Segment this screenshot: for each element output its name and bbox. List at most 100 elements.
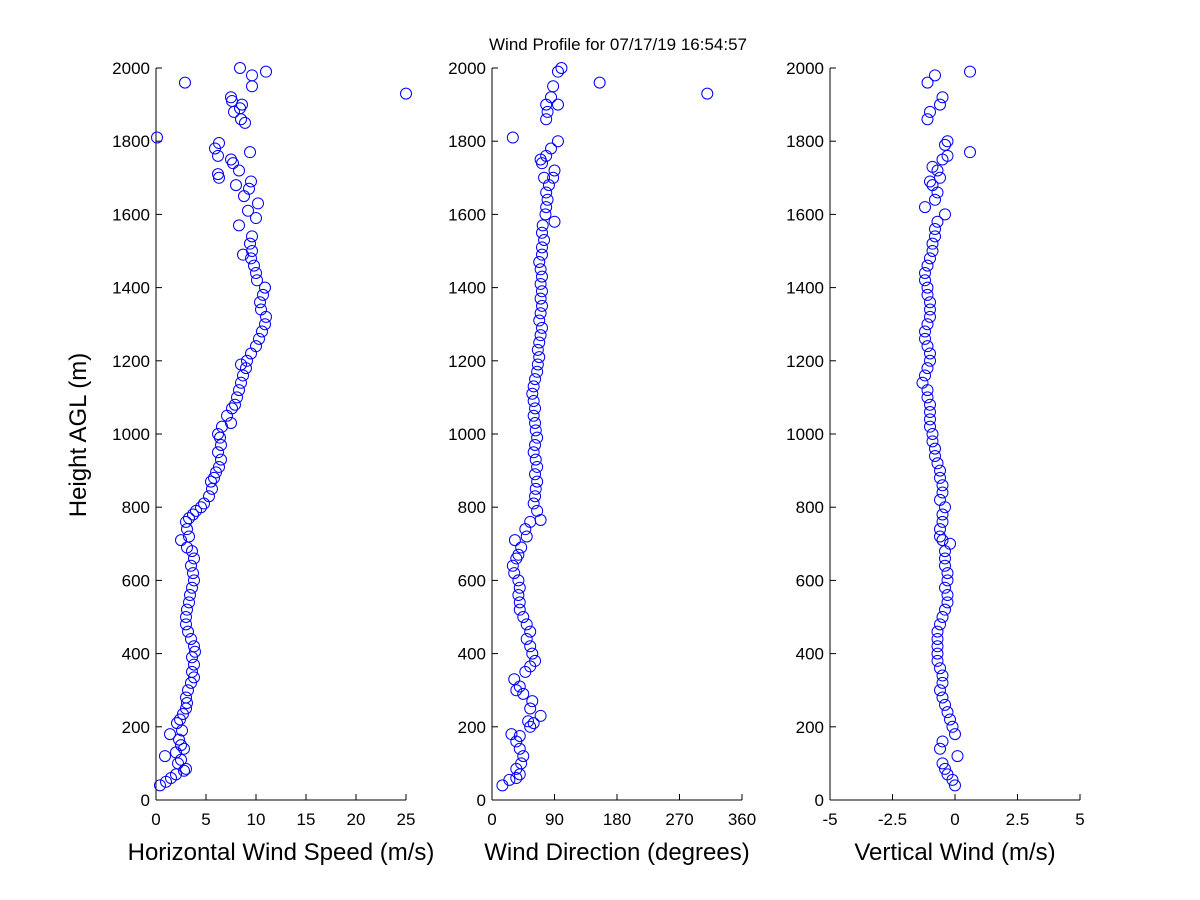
data-point <box>540 201 553 214</box>
data-point <box>182 684 194 697</box>
y-tick-label: 0 <box>477 791 486 810</box>
data-point <box>944 537 956 550</box>
y-tick-label: 1400 <box>448 279 486 298</box>
y-tick-label: 1200 <box>112 352 150 371</box>
data-point <box>522 715 535 728</box>
data-point <box>529 373 542 386</box>
data-point <box>183 512 195 525</box>
data-point <box>533 255 546 268</box>
data-point <box>188 658 200 671</box>
data-point <box>919 201 931 214</box>
data-point <box>926 237 939 250</box>
data-point <box>529 417 542 430</box>
data-point <box>949 728 961 741</box>
data-point <box>701 87 714 100</box>
data-point <box>931 632 944 645</box>
data-point <box>931 625 944 638</box>
data-point <box>250 340 262 353</box>
y-tick-label: 1800 <box>112 132 150 151</box>
data-point <box>931 215 944 228</box>
data-point <box>527 409 540 422</box>
data-point <box>527 497 540 510</box>
data-point <box>924 252 936 265</box>
data-point <box>252 197 264 210</box>
data-point <box>547 80 560 93</box>
data-point <box>931 647 944 660</box>
data-point <box>178 764 190 777</box>
data-point <box>547 171 560 184</box>
data-point <box>921 113 934 126</box>
data-point <box>524 625 537 638</box>
data-point <box>234 62 246 74</box>
data-point <box>520 632 533 645</box>
data-point <box>203 490 215 503</box>
data-point <box>188 671 200 684</box>
data-point <box>225 153 237 166</box>
data-point <box>936 515 949 528</box>
data-point <box>183 596 195 609</box>
data-point <box>527 717 540 730</box>
x-tick-label: 90 <box>545 810 564 829</box>
data-point <box>230 179 242 192</box>
x-tick-label: 0 <box>487 810 496 829</box>
data-point <box>164 728 176 741</box>
y-tick-label: 1200 <box>448 352 486 371</box>
data-point <box>513 742 526 755</box>
data-point <box>924 398 936 411</box>
data-point <box>524 702 537 715</box>
data-point <box>545 142 558 155</box>
data-point <box>533 314 546 327</box>
x-tick-label: 25 <box>397 810 416 829</box>
vertical-wind-panel: 0 200 400 600 800 1000 1200 1400 1600 1800 2000 -5 -… <box>786 59 1085 866</box>
data-point <box>939 581 951 594</box>
data-point <box>934 530 946 543</box>
data-point <box>215 453 227 466</box>
data-point <box>921 318 934 331</box>
data-point <box>531 431 544 444</box>
y-tick-label: 2000 <box>786 59 824 78</box>
y-tick-label: 800 <box>458 498 486 517</box>
data-point <box>512 574 525 587</box>
data-point <box>529 402 542 415</box>
data-point <box>551 65 564 78</box>
data-point <box>934 98 946 111</box>
x-tick-label: -5 <box>822 810 837 829</box>
data-point <box>245 175 257 188</box>
data-point <box>213 460 225 473</box>
data-point <box>250 266 262 279</box>
data-point <box>529 438 542 451</box>
data-point <box>931 654 944 667</box>
data-point <box>924 105 936 118</box>
data-point <box>941 574 954 587</box>
data-point <box>531 343 544 356</box>
data-point <box>949 779 961 792</box>
data-point <box>241 354 253 367</box>
x-tick-label: 5 <box>201 810 210 829</box>
y-tick-label: 800 <box>796 498 824 517</box>
data-point <box>506 559 519 572</box>
x-tick-label: 15 <box>297 810 316 829</box>
data-point <box>929 193 941 206</box>
y-tick-label: 1200 <box>786 352 824 371</box>
data-point <box>515 541 528 554</box>
y-tick-label: 600 <box>458 571 486 590</box>
data-point <box>171 717 183 730</box>
y-tick-label: 0 <box>815 791 824 810</box>
data-point <box>237 369 249 382</box>
data-point <box>936 757 949 770</box>
data-point <box>151 131 163 144</box>
data-point <box>536 285 548 298</box>
data-point <box>931 186 944 199</box>
y-tick-label: 600 <box>122 571 150 590</box>
data-point <box>534 709 547 722</box>
data-point <box>534 329 547 342</box>
data-point <box>919 274 931 287</box>
data-point <box>936 534 949 547</box>
data-point <box>400 87 412 100</box>
horizontal-wind-speed-panel: 0 200 400 600 800 1000 1200 1400 1600 1800 2000 0 5 1… <box>112 59 434 866</box>
data-point <box>924 303 936 316</box>
data-point <box>934 493 946 506</box>
data-point <box>526 387 539 400</box>
data-point <box>176 724 188 737</box>
